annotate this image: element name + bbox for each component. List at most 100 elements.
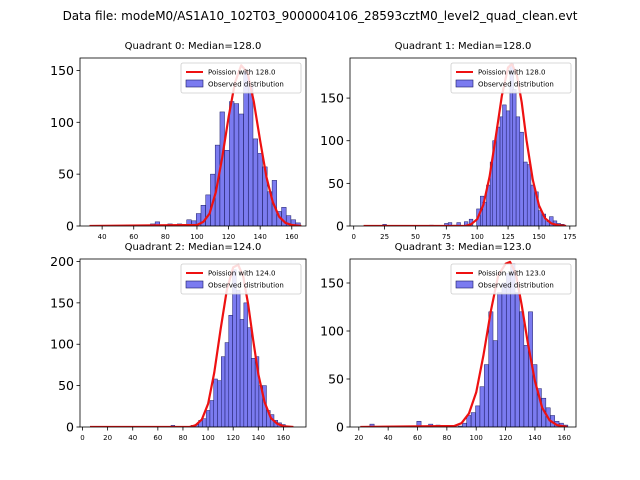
histogram-bar xyxy=(224,150,230,226)
legend-box xyxy=(180,62,302,94)
histogram-bar xyxy=(236,290,241,427)
x-tick-label: 80 xyxy=(178,434,187,442)
y-tick-label: 150 xyxy=(320,276,344,291)
x-tick-label: 120 xyxy=(222,233,235,241)
quadrant-1-chart: Quadrant 1: Median=128.0 0 25 50 75 100 125 150… xyxy=(320,41,576,241)
histogram-bar xyxy=(209,400,214,427)
quadrant-title: Quadrant 1: Median=128.0 xyxy=(395,41,532,52)
x-tick-label: 100 xyxy=(470,434,483,442)
x-tick-label: 140 xyxy=(253,233,266,241)
histogram-bar xyxy=(221,356,226,427)
x-tick-label: 60 xyxy=(413,434,422,442)
legend: Poission with 123.0 Observed distribution xyxy=(450,263,572,295)
x-tick-label: 60 xyxy=(129,233,138,241)
histogram-bar xyxy=(456,222,461,226)
histogram-bar xyxy=(505,110,511,226)
legend-bar-swatch xyxy=(185,280,204,289)
histogram-bar xyxy=(251,358,256,427)
legend-label-poisson: Poission with 128.0 xyxy=(208,69,276,77)
histogram-bar xyxy=(239,319,245,427)
histogram-bar xyxy=(252,138,258,226)
histogram-bar xyxy=(488,311,494,427)
y-tick-label: 100 xyxy=(50,115,74,130)
figure-suptitle: Data file: modeM0/AS1A10_102T03_90000041… xyxy=(63,9,578,23)
x-tick-label: 160 xyxy=(277,434,290,442)
y-tick-label: 100 xyxy=(50,337,74,352)
legend-label-observed: Observed distribution xyxy=(208,282,284,290)
quadrant-title: Quadrant 2: Median=124.0 xyxy=(125,242,262,253)
axes-frame xyxy=(79,57,307,227)
histogram-bar xyxy=(484,364,489,427)
histogram-bar xyxy=(515,116,521,226)
histogram-bar xyxy=(519,131,524,226)
x-tick-label: 80 xyxy=(161,233,170,241)
x-tick-label: 50 xyxy=(411,233,420,241)
axes-frame xyxy=(349,57,577,227)
histogram-bar xyxy=(228,315,233,427)
legend-label-observed: Observed distribution xyxy=(478,282,554,290)
legend-label-poisson: Poission with 123.0 xyxy=(478,270,546,278)
x-tick-label: 150 xyxy=(532,233,545,241)
histogram-bar xyxy=(462,422,467,427)
histogram-bar xyxy=(247,327,252,427)
histogram-bar xyxy=(530,184,535,226)
x-tick-label: 40 xyxy=(98,233,107,241)
histogram-bar xyxy=(447,222,453,226)
quadrant-title: Quadrant 3: Median=123.0 xyxy=(395,242,532,253)
y-tick-label: 50 xyxy=(328,176,344,191)
histogram-bar xyxy=(523,161,528,226)
histogram-bar xyxy=(257,153,263,226)
histogram-bar xyxy=(497,292,503,427)
x-tick-label: 100 xyxy=(201,434,214,442)
histogram-bar xyxy=(506,273,511,427)
x-tick-label: 60 xyxy=(153,434,162,442)
y-tick-label: 50 xyxy=(58,378,74,393)
legend-box xyxy=(450,62,572,94)
histogram-bar xyxy=(492,340,498,427)
x-tick-label: 75 xyxy=(442,233,451,241)
quadrant-title: Quadrant 0: Median=128.0 xyxy=(125,41,262,52)
legend: Poission with 128.0 Observed distribution xyxy=(180,62,302,94)
x-tick-label: 0 xyxy=(80,434,84,442)
quadrant-2-chart: Quadrant 2: Median=124.0 0 20 40 60 80 100 120 1… xyxy=(50,242,307,442)
x-tick-label: 100 xyxy=(190,233,203,241)
y-tick-label: 0 xyxy=(336,219,344,234)
histogram-bar xyxy=(475,405,481,427)
x-tick-label: 175 xyxy=(563,233,576,241)
legend-bar-swatch xyxy=(455,79,474,88)
histogram-bar xyxy=(248,85,254,226)
histogram-bar xyxy=(526,164,532,226)
y-tick-label: 0 xyxy=(66,420,74,435)
x-tick-label: 40 xyxy=(128,434,137,442)
legend: Poission with 124.0 Observed distribution xyxy=(180,263,302,295)
x-tick-label: 0 xyxy=(351,233,355,241)
histogram-bar xyxy=(519,311,525,427)
histogram-bar xyxy=(238,113,244,226)
plot-area xyxy=(90,263,294,427)
legend-bar-swatch xyxy=(455,280,474,289)
legend-box xyxy=(180,263,302,295)
x-tick-label: 125 xyxy=(501,233,514,241)
axes-frame xyxy=(79,258,307,428)
histogram-bar xyxy=(229,101,235,226)
legend-bar-swatch xyxy=(185,79,204,88)
y-tick-label: 50 xyxy=(328,372,344,387)
axes-frame xyxy=(349,258,577,428)
histogram-bar xyxy=(213,378,218,427)
x-tick-label: 100 xyxy=(471,233,484,241)
y-tick-label: 100 xyxy=(320,133,344,148)
y-tick-label: 200 xyxy=(50,254,74,269)
histogram-bar xyxy=(154,221,160,226)
legend-label-observed: Observed distribution xyxy=(208,81,284,89)
histogram-bar xyxy=(224,342,230,427)
legend: Poission with 128.0 Observed distribution xyxy=(450,62,572,94)
x-tick-label: 160 xyxy=(558,434,571,442)
histogram-bar xyxy=(512,89,517,226)
histogram-bar xyxy=(202,418,207,427)
quadrant-3-chart: Quadrant 3: Median=123.0 20 40 60 80 100 120 14… xyxy=(320,242,577,442)
legend-label-observed: Observed distribution xyxy=(478,81,554,89)
histogram-bar xyxy=(496,126,501,226)
histogram-bar xyxy=(217,380,222,427)
x-tick-label: 80 xyxy=(442,434,451,442)
histogram-bar xyxy=(514,292,520,427)
